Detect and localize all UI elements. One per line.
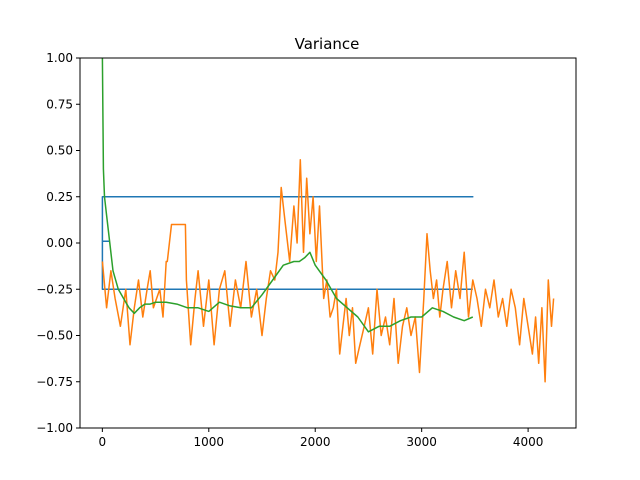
series-line-3 (101, 58, 474, 333)
x-tick-label: 4000 (513, 435, 544, 449)
y-tick-label: −0.75 (36, 375, 73, 389)
plot-area: 0 1000 2000 3000 4000 −1.00 −0.75 −0.50 −0.25 0.… (36, 51, 577, 449)
x-tick-label: 1000 (194, 435, 225, 449)
x-tick-label: 2000 (300, 435, 331, 449)
series-line-1 (101, 196, 474, 291)
y-tick-label: 0.50 (46, 144, 73, 158)
y-tick-label: 1.00 (46, 51, 73, 65)
series-line-2 (101, 159, 555, 383)
y-tick-label: 0.25 (46, 190, 73, 204)
y-tick-label: 0.00 (46, 236, 73, 250)
x-tick-label: 0 (99, 435, 107, 449)
y-tick-label: −0.25 (36, 282, 73, 296)
y-tick-label: −1.00 (36, 421, 73, 435)
x-tick-label: 3000 (406, 435, 437, 449)
series-layer (101, 58, 555, 383)
chart-title: Variance (295, 35, 360, 53)
y-axis: −1.00 −0.75 −0.50 −0.25 0.00 0.25 0.50 0.75 1.00 (36, 51, 80, 435)
y-tick-label: −0.50 (36, 329, 73, 343)
y-tick-label: 0.75 (46, 97, 73, 111)
x-axis: 0 1000 2000 3000 4000 (99, 428, 544, 449)
